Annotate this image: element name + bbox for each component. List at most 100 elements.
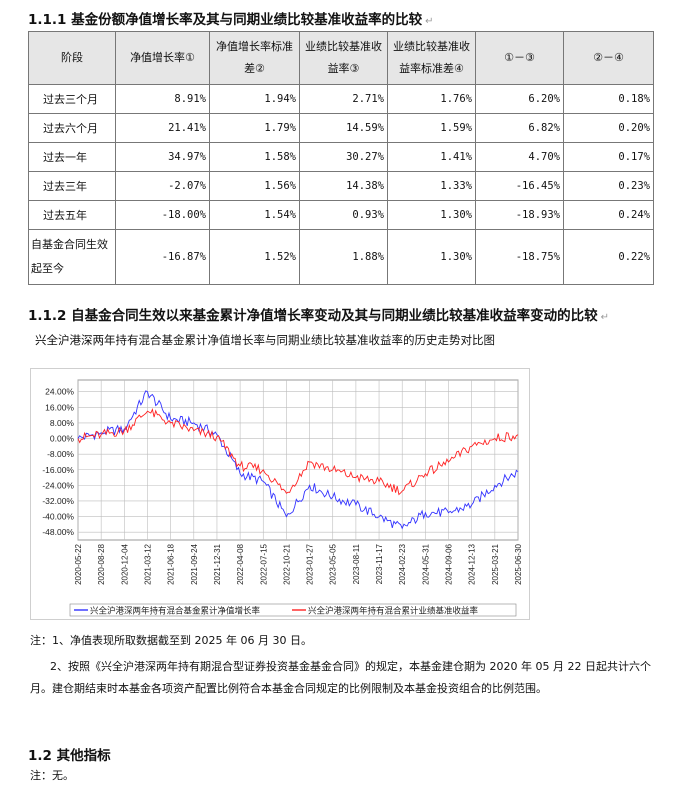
table-row: 自基金合同生效起至今 -16.87% 1.52% 1.88% 1.30% -18… (28, 229, 654, 285)
chart-series (77, 390, 519, 530)
x-tick-label: 2022-04-08 (236, 543, 245, 584)
x-tick-label: 2020-05-22 (74, 543, 83, 584)
x-tick-label: 2023-05-05 (329, 543, 338, 584)
x-tick-label: 2020-08-28 (97, 543, 106, 584)
table-cell: 1.76% (387, 84, 476, 114)
table-cell: -2.07% (115, 171, 210, 201)
y-tick-label: 8.00% (50, 418, 75, 428)
header-cell: ①－③ (475, 31, 564, 85)
performance-line-chart: 24.00% 16.00% 8.00% 0.00% -8.00% -16.00% -24.0… (30, 368, 530, 620)
header-cell: 阶段 (28, 31, 116, 85)
table-row: 过去三个月 8.91% 1.94% 2.71% 1.76% 6.20% 0.18… (28, 84, 654, 114)
row-label: 过去六个月 (28, 113, 116, 143)
legend-label: 兴全沪港深两年持有混合累计业绩基准收益率 (308, 606, 479, 617)
table-cell: 6.20% (475, 84, 564, 114)
table-cell: 1.59% (387, 113, 476, 143)
table-cell: 6.82% (475, 113, 564, 143)
header-cell: 净值增长率① (115, 31, 210, 85)
header-cell: ②－④ (563, 31, 654, 85)
chart-frame (30, 368, 530, 620)
row-label: 过去五年 (28, 200, 116, 230)
section-title-1-2: 1.2 其他指标 (28, 748, 111, 764)
table-cell: 1.41% (387, 142, 476, 172)
other-indicators-note: 注：无。 (30, 769, 74, 782)
table-cell: 0.20% (563, 113, 654, 143)
table-cell: 1.52% (209, 229, 300, 285)
y-tick-label: 16.00% (45, 402, 74, 412)
header-cell: 业绩比较基准收益率③ (299, 31, 388, 85)
header-cell: 净值增长率标准差② (209, 31, 300, 85)
y-tick-label: -16.00% (42, 465, 74, 475)
x-axis: 2020-05-22 2020-08-28 2020-12-04 2021-03-12… (74, 543, 523, 584)
table-cell: 1.88% (299, 229, 388, 285)
y-tick-label: 0.00% (50, 434, 75, 444)
x-tick-label: 2021-06-18 (167, 543, 176, 584)
performance-table: 阶段 净值增长率① 净值增长率标准差② 业绩比较基准收益率③ 业绩比较基准收益率… (28, 31, 654, 285)
table-cell: 1.33% (387, 171, 476, 201)
table-cell: 1.56% (209, 171, 300, 201)
chart-grid (77, 379, 519, 541)
row-label: 自基金合同生效起至今 (28, 229, 116, 285)
table-cell: 21.41% (115, 113, 210, 143)
x-tick-label: 2023-08-11 (352, 543, 361, 584)
table-cell: 0.18% (563, 84, 654, 114)
x-tick-label: 2025-06-30 (514, 543, 523, 584)
y-axis: 24.00% 16.00% 8.00% 0.00% -8.00% -16.00% -24.0… (42, 387, 74, 537)
table-row: 过去三年 -2.07% 1.56% 14.38% 1.33% -16.45% 0… (28, 171, 654, 201)
table-cell: 0.93% (299, 200, 388, 230)
section-title-1-1-1: 1.1.1 基金份额净值增长率及其与同期业绩比较基准收益率的比较 ↵ (28, 8, 434, 28)
table-cell: 0.24% (563, 200, 654, 230)
x-tick-label: 2022-07-15 (259, 543, 268, 584)
y-tick-label: -32.00% (42, 496, 74, 506)
table-row: 过去一年 34.97% 1.58% 30.27% 1.41% 4.70% 0.1… (28, 142, 654, 172)
table-header-row: 阶段 净值增长率① 净值增长率标准差② 业绩比较基准收益率③ 业绩比较基准收益率… (28, 31, 654, 85)
x-tick-label: 2024-12-13 (468, 543, 477, 584)
row-label: 过去三年 (28, 171, 116, 201)
chart-title: 兴全沪港深两年持有混合基金累计净值增长率与同期业绩比较基准收益率的历史走势对比图 (35, 333, 495, 347)
table-cell: 0.22% (563, 229, 654, 285)
row-label: 过去一年 (28, 142, 116, 172)
x-tick-label: 2024-02-23 (398, 543, 407, 584)
y-tick-label: -8.00% (47, 449, 74, 459)
table-cell: 14.38% (299, 171, 388, 201)
note-2: 2、按照《兴全沪港深两年持有期混合型证券投资基金基金合同》的规定，本基金建仓期为… (30, 660, 651, 695)
y-tick-label: -24.00% (42, 480, 74, 490)
section-title-text: 1.1.2 自基金合同生效以来基金累计净值增长率变动及其与同期业绩比较基准收益率… (28, 308, 598, 324)
table-row: 过去六个月 21.41% 1.79% 14.59% 1.59% 6.82% 0.… (28, 113, 654, 143)
x-tick-label: 2021-09-24 (190, 543, 199, 584)
x-tick-label: 2024-09-06 (445, 543, 454, 584)
legend-label: 兴全沪港深两年持有混合基金累计净值增长率 (90, 606, 261, 617)
y-tick-label: 24.00% (45, 387, 74, 397)
row-label: 过去三个月 (28, 84, 116, 114)
table-cell: -18.75% (475, 229, 564, 285)
table-cell: 0.23% (563, 171, 654, 201)
table-row: 过去五年 -18.00% 1.54% 0.93% 1.30% -18.93% 0… (28, 200, 654, 230)
y-tick-label: -40.00% (42, 512, 74, 522)
chart-legend: 兴全沪港深两年持有混合基金累计净值增长率 兴全沪港深两年持有混合累计业绩基准收益率 (69, 603, 517, 617)
section-title-1-1-2: 1.1.2 自基金合同生效以来基金累计净值增长率变动及其与同期业绩比较基准收益率… (28, 304, 609, 324)
header-cell: 业绩比较基准收益率标准差④ (387, 31, 476, 85)
table-cell: -16.87% (115, 229, 210, 285)
x-tick-label: 2023-01-27 (306, 543, 315, 584)
table-cell: 1.58% (209, 142, 300, 172)
table-cell: 1.94% (209, 84, 300, 114)
table-cell: 1.79% (209, 113, 300, 143)
paragraph-mark-icon: ↵ (600, 312, 610, 323)
table-cell: 8.91% (115, 84, 210, 114)
x-tick-label: 2024-05-31 (421, 543, 430, 584)
table-cell: -18.00% (115, 200, 210, 230)
y-tick-label: -48.00% (42, 527, 74, 537)
x-tick-label: 2022-10-21 (282, 543, 291, 584)
table-cell: 14.59% (299, 113, 388, 143)
note-1: 注：1、净值表现所取数据截至到 2025 年 06 月 30 日。 (30, 634, 312, 647)
x-tick-label: 2025-03-21 (491, 543, 500, 584)
table-cell: 4.70% (475, 142, 564, 172)
x-tick-label: 2023-11-17 (375, 543, 384, 584)
series-line (77, 407, 519, 496)
table-cell: 1.54% (209, 200, 300, 230)
table-cell: 2.71% (299, 84, 388, 114)
section-title-text: 1.1.1 基金份额净值增长率及其与同期业绩比较基准收益率的比较 (28, 12, 423, 28)
series-line (77, 390, 519, 530)
table-cell: 34.97% (115, 142, 210, 172)
table-cell: 0.17% (563, 142, 654, 172)
